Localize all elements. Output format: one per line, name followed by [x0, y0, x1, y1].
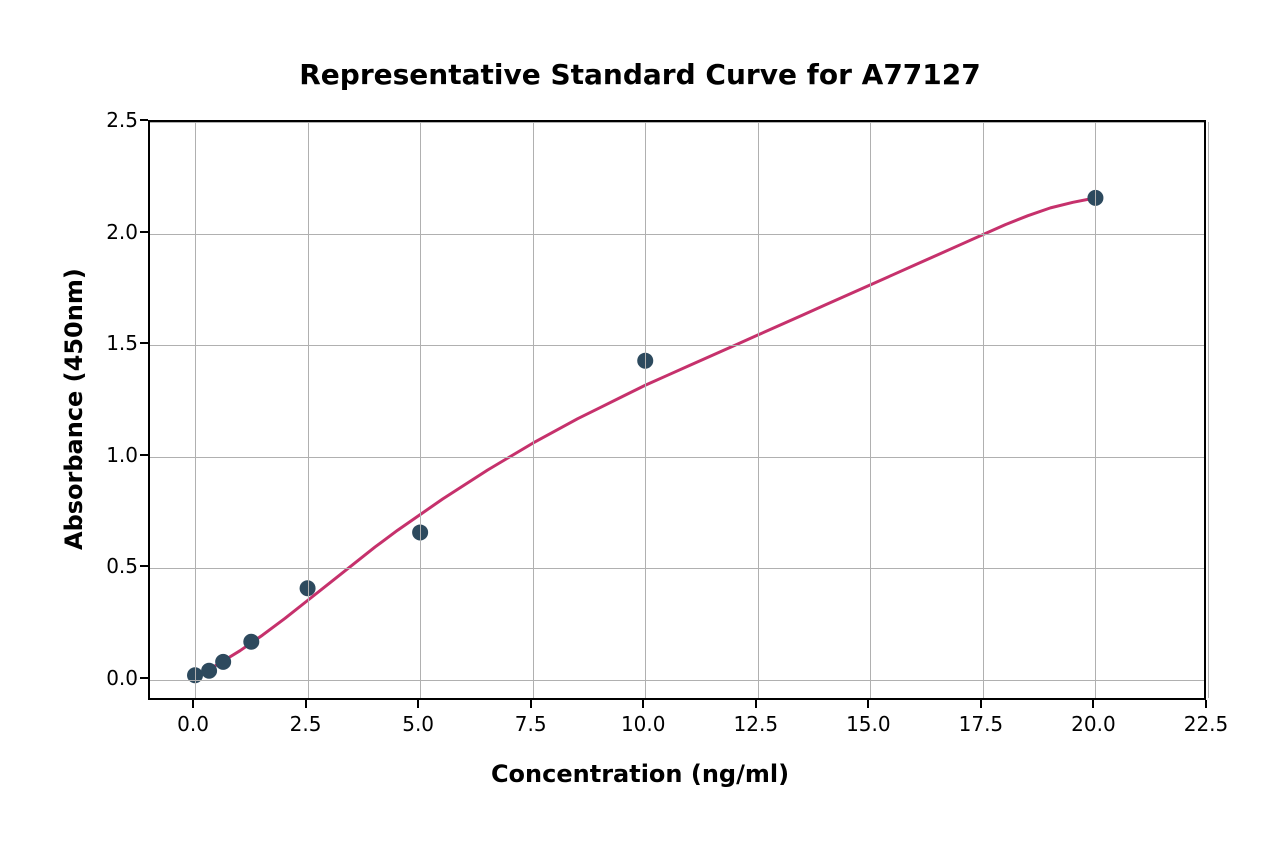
grid-line-vertical: [1095, 122, 1096, 698]
x-tick-label: 12.5: [734, 712, 779, 736]
x-tick-mark: [192, 700, 194, 708]
y-tick-mark: [140, 677, 148, 679]
y-tick-label: 2.0: [98, 220, 138, 244]
grid-line-vertical: [983, 122, 984, 698]
plot-area: [148, 120, 1206, 700]
x-tick-label: 2.5: [290, 712, 322, 736]
data-point: [201, 663, 217, 679]
y-tick-label: 1.0: [98, 443, 138, 467]
y-tick-label: 1.5: [98, 331, 138, 355]
grid-line-horizontal: [150, 234, 1204, 235]
x-tick-label: 0.0: [177, 712, 209, 736]
grid-line-horizontal: [150, 457, 1204, 458]
data-point: [215, 654, 231, 670]
y-tick-label: 2.5: [98, 108, 138, 132]
x-tick-mark: [1205, 700, 1207, 708]
x-tick-mark: [530, 700, 532, 708]
grid-line-horizontal: [150, 568, 1204, 569]
x-tick-label: 5.0: [402, 712, 434, 736]
grid-line-vertical: [420, 122, 421, 698]
grid-line-vertical: [1208, 122, 1209, 698]
x-tick-label: 17.5: [959, 712, 1004, 736]
y-tick-mark: [140, 454, 148, 456]
grid-line-horizontal: [150, 122, 1204, 123]
grid-line-vertical: [195, 122, 196, 698]
x-tick-label: 7.5: [515, 712, 547, 736]
x-tick-label: 15.0: [846, 712, 891, 736]
x-tick-mark: [867, 700, 869, 708]
x-tick-mark: [1092, 700, 1094, 708]
y-tick-label: 0.0: [98, 666, 138, 690]
grid-line-vertical: [308, 122, 309, 698]
y-tick-mark: [140, 119, 148, 121]
grid-line-vertical: [645, 122, 646, 698]
x-axis-label: Concentration (ng/ml): [0, 760, 1280, 788]
x-tick-label: 20.0: [1071, 712, 1116, 736]
y-tick-mark: [140, 231, 148, 233]
x-tick-mark: [980, 700, 982, 708]
x-tick-label: 10.0: [621, 712, 666, 736]
y-tick-mark: [140, 565, 148, 567]
x-tick-mark: [642, 700, 644, 708]
grid-line-vertical: [533, 122, 534, 698]
grid-line-vertical: [870, 122, 871, 698]
curve-line: [150, 122, 1208, 702]
y-tick-label: 0.5: [98, 554, 138, 578]
grid-line-horizontal: [150, 345, 1204, 346]
x-tick-label: 22.5: [1184, 712, 1229, 736]
grid-line-horizontal: [150, 680, 1204, 681]
x-tick-mark: [755, 700, 757, 708]
data-point: [243, 634, 259, 650]
grid-line-vertical: [758, 122, 759, 698]
x-tick-mark: [305, 700, 307, 708]
chart-title: Representative Standard Curve for A77127: [0, 58, 1280, 91]
y-tick-mark: [140, 342, 148, 344]
y-axis-label: Absorbance (450nm): [60, 268, 88, 550]
x-tick-mark: [417, 700, 419, 708]
